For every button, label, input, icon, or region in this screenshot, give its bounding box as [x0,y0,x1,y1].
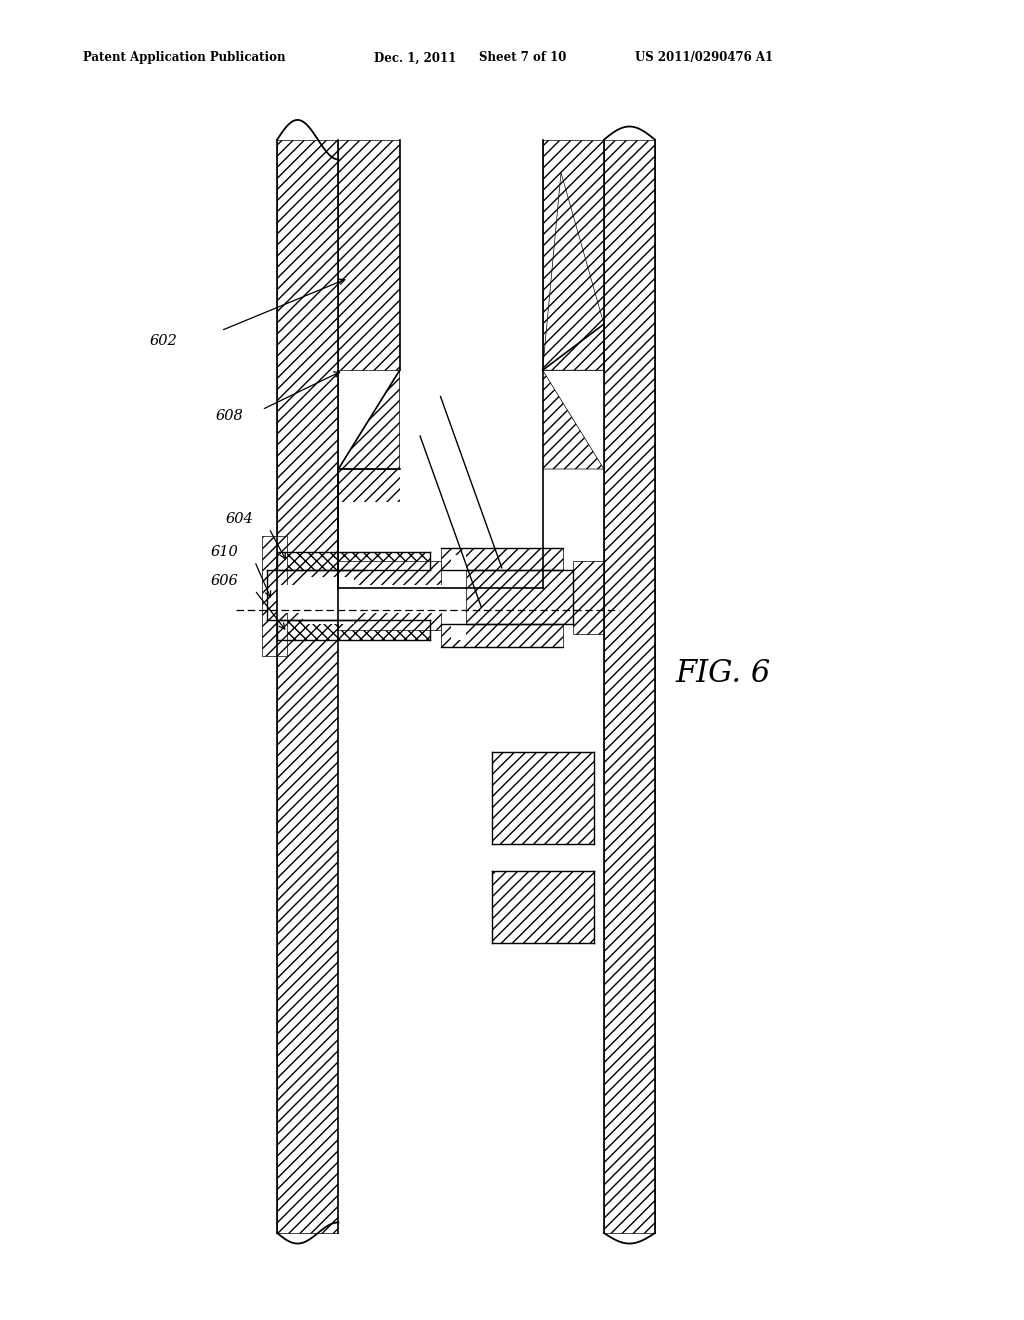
Polygon shape [278,552,430,570]
Polygon shape [543,370,604,469]
Polygon shape [573,561,604,634]
Polygon shape [278,140,338,1233]
Polygon shape [451,554,466,640]
Polygon shape [278,585,451,612]
Polygon shape [338,502,492,667]
Polygon shape [338,845,594,871]
Text: 608: 608 [216,409,244,424]
Polygon shape [399,370,543,469]
Polygon shape [492,752,594,845]
Polygon shape [604,140,655,1233]
Polygon shape [338,469,399,587]
Polygon shape [399,469,543,587]
Text: Patent Application Publication: Patent Application Publication [83,51,286,65]
Polygon shape [440,624,563,647]
Polygon shape [338,370,399,469]
Text: 604: 604 [226,512,254,527]
Polygon shape [466,570,573,624]
Polygon shape [338,944,594,1233]
Polygon shape [440,548,563,570]
Text: 606: 606 [211,574,239,587]
Text: 610: 610 [211,545,239,558]
Polygon shape [303,577,353,624]
Text: Dec. 1, 2011: Dec. 1, 2011 [374,51,457,65]
Text: 602: 602 [150,334,177,348]
Text: US 2011/0290476 A1: US 2011/0290476 A1 [635,51,773,65]
Text: Sheet 7 of 10: Sheet 7 of 10 [479,51,566,65]
Polygon shape [262,536,288,656]
Polygon shape [267,570,364,620]
Polygon shape [338,140,399,370]
Polygon shape [492,871,594,944]
Polygon shape [338,469,543,587]
Polygon shape [543,173,604,370]
Polygon shape [399,140,543,370]
Polygon shape [543,140,604,370]
Text: FIG. 6: FIG. 6 [676,657,771,689]
Polygon shape [338,502,492,1220]
Polygon shape [278,620,430,640]
Polygon shape [338,561,440,630]
